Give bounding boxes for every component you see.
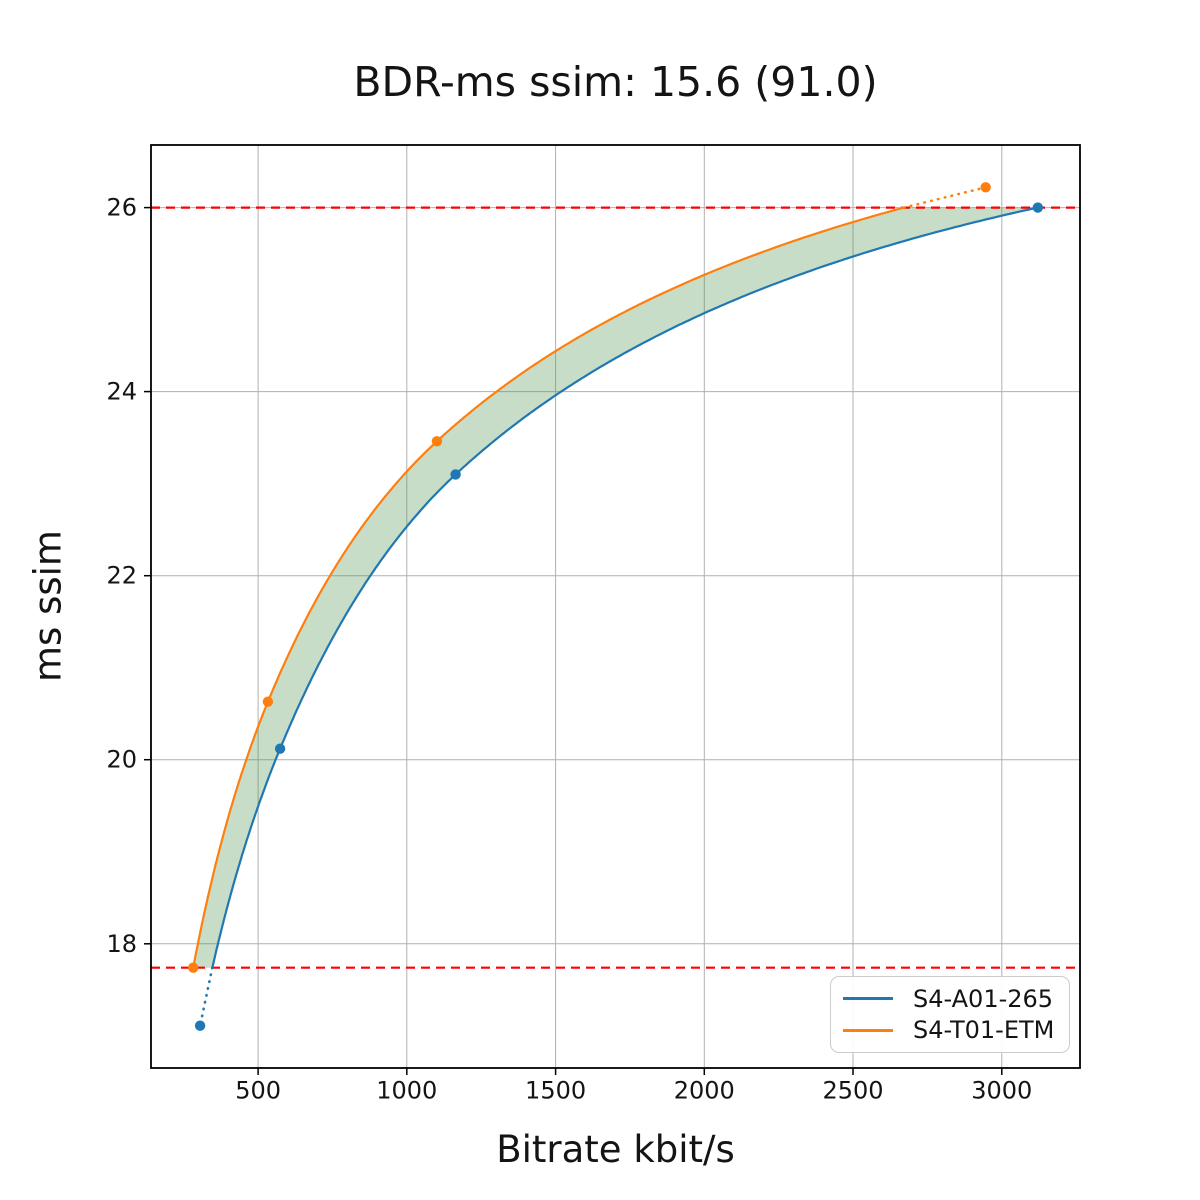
x-axis-label: Bitrate kbit/s (496, 1128, 735, 1171)
data-point-marker (1032, 202, 1044, 213)
data-point-marker (194, 1020, 206, 1031)
legend-label: S4-A01-265 (913, 984, 1054, 1013)
y-tick-label: 22 (106, 562, 137, 590)
y-tick-label: 20 (106, 746, 137, 774)
series-dotted-extension (198, 966, 214, 1027)
data-point-marker (450, 469, 461, 480)
data-point-marker (274, 743, 286, 754)
legend-item: S4-A01-265 (831, 985, 1069, 1013)
series-curve (211, 206, 1039, 969)
y-tick-label: 18 (106, 930, 137, 958)
x-tick-label: 2000 (674, 1077, 735, 1105)
x-tick-label: 1500 (525, 1077, 586, 1105)
data-point-marker (980, 182, 991, 193)
axes-frame (150, 144, 1081, 1069)
data-point-marker (431, 436, 443, 447)
y-tick-label: 24 (106, 378, 137, 406)
x-tick-label: 500 (235, 1077, 281, 1105)
y-axis-label: ms ssim (26, 530, 70, 682)
data-point-marker (262, 696, 274, 707)
bd-overlap-band (193, 207, 1038, 968)
x-tick-label: 2500 (822, 1077, 883, 1105)
series-dotted-extension (902, 186, 987, 209)
legend-swatch-line (843, 997, 893, 1001)
legend: S4-A01-265 S4-T01-ETM (830, 976, 1070, 1053)
chart-title: BDR-ms ssim: 15.6 (91.0) (353, 58, 878, 106)
legend-item: S4-T01-ETM (831, 1016, 1069, 1044)
y-tick-label: 26 (106, 194, 137, 222)
data-point-marker (188, 962, 199, 973)
x-tick-label: 3000 (971, 1077, 1032, 1105)
x-tick-label: 1000 (376, 1077, 437, 1105)
legend-label: S4-T01-ETM (913, 1016, 1055, 1045)
series-curve (192, 206, 905, 968)
legend-swatch-line (843, 1028, 893, 1032)
